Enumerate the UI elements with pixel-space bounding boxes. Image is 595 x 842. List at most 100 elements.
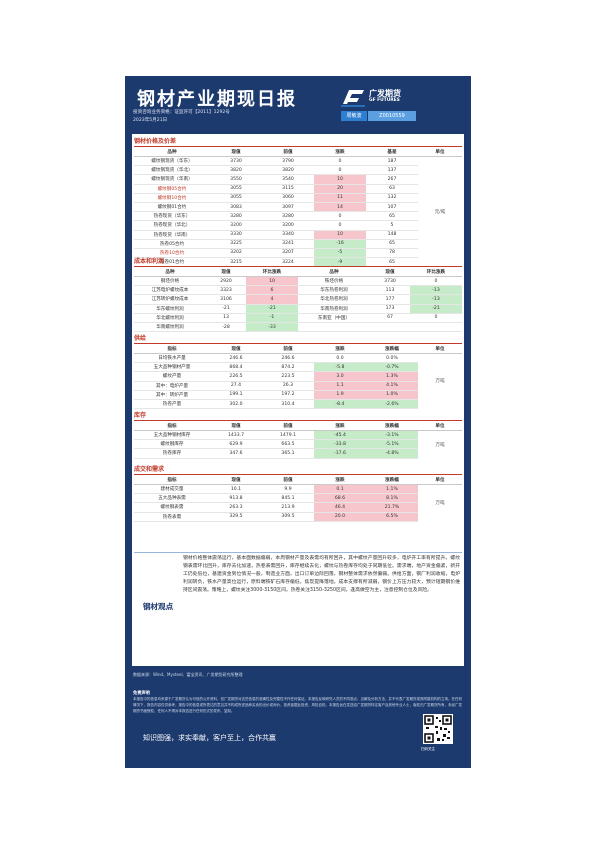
- table-cell: 3730: [370, 276, 410, 287]
- table-cell: 华南螺纹利润: [134, 322, 206, 333]
- table-cell: 9.9: [262, 484, 314, 495]
- table-cell: 868.4: [210, 362, 262, 373]
- table-cell: 江苏电炉螺纹成本: [134, 285, 206, 296]
- column-header: 现值: [370, 268, 410, 277]
- table-row: 螺纹钢现货（华南） 3550 3540 10 267: [134, 174, 462, 185]
- disclaimer-title: 免责声明: [133, 690, 150, 695]
- unit-cell: 万吨: [435, 501, 445, 507]
- table-cell: 46.4: [314, 502, 366, 513]
- disclaimer-text: 本报告中的信息均来源于广发期货认为可信的公开资料，但广发期货对这些信息的准确性及…: [133, 697, 462, 713]
- view-label: 钢材观点: [142, 601, 174, 611]
- table-cell: -2.6%: [366, 399, 418, 410]
- gf-logo-icon: [341, 90, 365, 107]
- table-cell: -5.8: [314, 362, 366, 373]
- table-cell: 其中：转炉产量: [134, 390, 210, 400]
- column-header: 现值: [206, 268, 246, 277]
- column-header: 指标: [134, 422, 210, 431]
- table-cell: 67: [370, 313, 410, 323]
- table-cell: 68.6: [314, 493, 366, 504]
- table-row: 江苏电炉螺纹成本 3323 6 华东热卷利润 113 -13: [134, 285, 462, 296]
- table-row: 五大品种钢材产量 868.4 874.2 -5.8 -0.7%: [134, 362, 462, 373]
- table-cell: 建材成交量: [134, 484, 210, 495]
- table-cell: -5: [314, 248, 366, 259]
- supply-table: 指标 现值 前值 涨跌 涨跌幅 单位 日均铁水产量 246.6 246.6 0.0 0.0% 万吨 五大…: [134, 345, 462, 410]
- table-cell: 309.5: [262, 512, 314, 522]
- table-cell: 663.5: [262, 439, 314, 450]
- table-cell: 东南亚（中国）: [298, 313, 370, 323]
- table-cell: 3055: [210, 184, 262, 194]
- table-cell: -4.8%: [366, 448, 418, 459]
- table-cell: -33.8: [314, 439, 366, 450]
- table-cell: 热卷现货（华南）: [134, 230, 210, 240]
- qr-code-icon[interactable]: [423, 714, 453, 744]
- column-header: 现值: [210, 148, 262, 157]
- table-cell: 3200: [262, 220, 314, 231]
- column-header: 涨跌: [314, 476, 366, 485]
- table-cell: 11: [314, 193, 366, 203]
- table-cell: 4: [246, 294, 298, 305]
- table-cell: 螺纹钢01合约: [134, 202, 210, 213]
- table-row: 螺纹钢01合约 3083 3097 14 107: [134, 202, 462, 213]
- table-cell: 0: [410, 313, 462, 323]
- section-title-inventory: 库存: [134, 411, 462, 421]
- table-cell: 3055: [210, 193, 262, 203]
- table-cell: 3340: [262, 230, 314, 240]
- qr-caption: 扫码关注: [421, 747, 435, 751]
- report-date: 2023年5月21日: [133, 118, 168, 123]
- table-cell: 螺纹钢现货（华东）: [134, 156, 210, 167]
- table-cell: 26.3: [262, 381, 314, 391]
- table-cell: -13: [410, 285, 462, 296]
- table-cell: 0.0%: [366, 353, 418, 364]
- table-cell: -0.7%: [366, 362, 418, 373]
- table-cell: 1.9: [314, 390, 366, 400]
- column-header: 品种: [134, 268, 206, 277]
- table-row: 江苏转炉螺纹成本 3106 4 华北热卷利润 177 -13: [134, 294, 462, 305]
- column-header: 涨跌幅: [366, 476, 418, 485]
- table-row: 螺纹钢10合约 3055 3060 11 132: [134, 193, 462, 203]
- table-cell: -33: [246, 322, 298, 333]
- table-cell: -21: [206, 304, 246, 314]
- table-cell: -21: [246, 304, 298, 314]
- table-cell: 热卷现货（华东）: [134, 211, 210, 222]
- table-cell: 3097: [262, 202, 314, 213]
- table-row: 热卷表需 329.5 309.5 20.0 6.5%: [134, 512, 462, 522]
- table-cell: [370, 322, 410, 333]
- table-cell: 螺纹钢表需: [134, 502, 210, 513]
- column-header: 前值: [262, 476, 314, 485]
- logo-name: 广发期货: [369, 89, 401, 98]
- table-cell: 其中：电炉产量: [134, 381, 210, 391]
- table-row: 热卷库存 347.6 365.1 -17.6 -4.8%: [134, 448, 462, 459]
- table-cell: 13: [206, 313, 246, 323]
- report-header: 钢材产业期现日报 投资咨询业务资格：证监许可【2011】1292号 2023年5…: [125, 76, 471, 132]
- report-body: 钢材价格及价差 品种 现值 前值 涨跌 基差 单位 螺纹钢现货（华东） 3730 3790 0 18…: [132, 134, 464, 666]
- column-header: 环比涨跌: [410, 268, 462, 277]
- table-row: 热卷现货（华北） 3200 3200 0 5: [134, 220, 462, 231]
- table-row: 建材成交量 10.1 9.9 0.1 1.1% 万吨: [134, 484, 462, 506]
- table-cell: 874.2: [262, 362, 314, 373]
- data-source: 数据来源：Wind、Mysteel、富宝资讯、广发期货研究所整理: [133, 672, 243, 677]
- analyst-name: 周敏波: [341, 111, 367, 121]
- table-cell: 0.1: [314, 484, 366, 495]
- table-cell: -8.4: [314, 399, 366, 410]
- column-header: 涨跌: [314, 148, 366, 157]
- table-cell: 五大品种钢材库存: [134, 430, 210, 441]
- column-header: 单位: [418, 422, 462, 431]
- table-row: 热卷现货（华南） 3330 3340 10 148: [134, 230, 462, 240]
- table-cell: 10: [246, 276, 298, 287]
- company-motto: 知识图强，求实奉献，客户至上，合作共赢: [143, 734, 276, 742]
- table-cell: 华北螺纹利润: [134, 313, 206, 323]
- section-title-demand: 成交和需求: [134, 465, 462, 475]
- table-cell: 187: [366, 156, 418, 167]
- table-row: 华东螺纹利润 -21 -21 华南热卷利润 173 -21: [134, 304, 462, 314]
- column-header: 涨跌幅: [366, 345, 418, 354]
- table-cell: 3106: [206, 294, 246, 305]
- column-header: 现值: [210, 476, 262, 485]
- table-cell: 3200: [210, 220, 262, 231]
- table-cell: 螺纹钢现货（华北）: [134, 165, 210, 176]
- table-row: 螺纹钢现货（华北） 3820 3820 0 137: [134, 165, 462, 176]
- table-cell: 199.1: [210, 390, 262, 400]
- table-cell: 3115: [262, 184, 314, 194]
- table-cell: 137: [366, 165, 418, 176]
- column-header: 现值: [210, 422, 262, 431]
- table-cell: 五大品种钢材产量: [134, 362, 210, 373]
